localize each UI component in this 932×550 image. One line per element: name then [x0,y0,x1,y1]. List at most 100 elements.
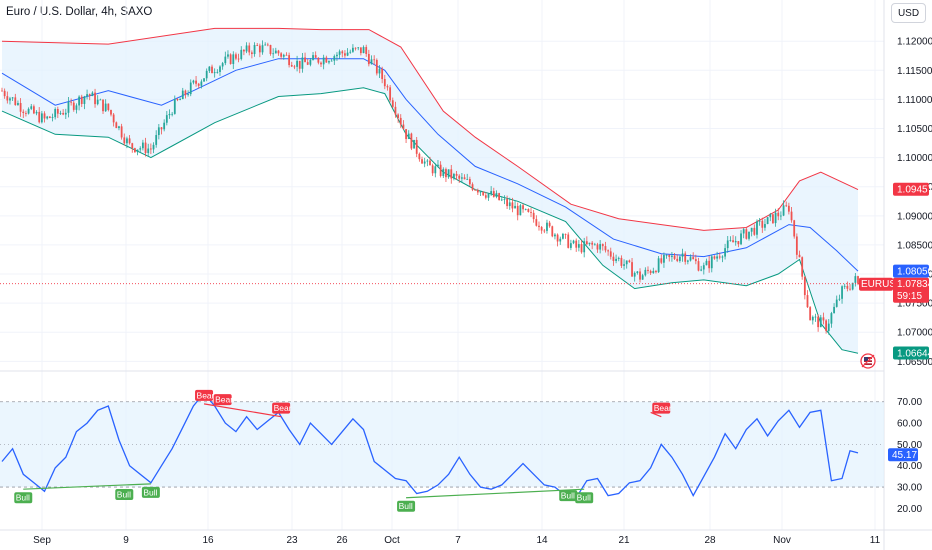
candle-body [782,205,785,216]
signal-label: Bull [577,493,591,503]
candle-body [708,260,711,269]
candle-body [641,275,644,280]
candle-body [431,165,434,174]
candle-body [131,143,134,149]
candle-body [562,233,564,239]
candle-body [787,205,790,212]
divergence-line [203,403,282,418]
candle-body [149,148,152,150]
candle-body [726,240,729,249]
basis-price-tag [893,264,929,278]
currency-button[interactable]: USD [891,3,926,23]
candle-body [780,215,782,217]
candle-body [588,242,591,245]
candle-body [801,257,804,277]
time-tick-label: Sep [33,535,51,546]
time-axis[interactable]: Sep 9 16 23 26 Oct 7 14 21 28 Nov 11 [33,535,881,546]
candle-body [729,240,732,242]
time-tick-label: Oct [384,535,400,546]
candle-body [503,199,506,200]
candle-body [710,256,713,269]
candle-body [854,276,857,283]
bull-signal-badge [559,490,578,502]
candle-body [11,97,14,99]
candle-body [48,116,51,118]
bear-signal-badge [213,394,232,406]
candle-body [721,256,724,258]
candle-body [415,139,418,154]
candle-body [200,81,203,86]
candle-body [38,111,41,123]
bear-signal-badge [272,402,291,414]
candle-body [524,209,527,210]
candle-body [519,205,522,216]
flag-slash [861,354,875,368]
candle-body [224,56,227,64]
candle-body [235,54,237,59]
candle-body [362,47,365,54]
candle-body [78,96,80,106]
candle-body [266,44,269,46]
candle-body [155,135,158,145]
candle-body [471,184,474,190]
candle-body [115,122,118,129]
candle-body [487,193,490,198]
candle-body [484,195,487,198]
rsi-axis[interactable]: 70.00 60.00 50.00 40.00 30.00 20.00 45.17 [888,397,922,515]
candle-body [692,257,695,260]
candle-body [322,57,325,65]
candle-body [336,54,338,57]
candle-body [596,244,599,250]
candle-body [274,50,277,54]
price-axis[interactable]: 1.120001.115001.110001.105001.100001.095… [897,37,932,368]
candle-body [221,63,224,67]
bear-signal-badge [195,389,214,401]
candle-body [612,256,615,261]
candle-body [72,102,75,110]
candle-body [88,94,91,97]
candle-body [639,271,641,280]
candle-body [572,240,575,244]
candle-body [575,240,578,248]
candle-body [70,101,73,103]
candle-body [341,51,344,54]
candle-body [830,313,833,324]
candle-body [227,54,229,57]
signal-label: Bull [143,487,157,497]
candle-body [293,66,296,68]
candle-body [104,103,107,112]
bull-signal-badge [575,492,594,504]
candle-body [118,126,120,129]
candle-body [490,191,493,194]
candle-body [256,45,259,46]
candle-body [673,255,676,259]
candle-body [833,306,835,314]
candle-body [245,45,248,52]
candle-body [304,57,306,63]
candle-body [506,199,508,207]
us-flag-icon[interactable] [860,353,876,369]
candle-body [264,44,267,46]
candle-body [684,253,687,262]
candle-body [338,51,341,55]
candle-body [19,103,22,112]
time-tick-label: 23 [286,535,298,546]
bull-signal-badge [115,489,134,500]
time-tick-label: 28 [704,535,716,546]
candle-body [663,255,665,263]
candle-body [702,265,705,270]
candle-body [623,264,625,266]
candle-body [678,256,681,261]
rsi-tick-label: 50.00 [897,440,922,451]
candle-body [750,227,753,232]
candle-body [426,160,429,162]
candle-body [6,96,9,101]
candle-body [248,45,251,53]
candle-body [413,139,415,149]
candle-body [250,52,253,55]
candle-body [139,148,142,150]
candle-body [498,193,501,201]
candle-body [25,113,27,114]
